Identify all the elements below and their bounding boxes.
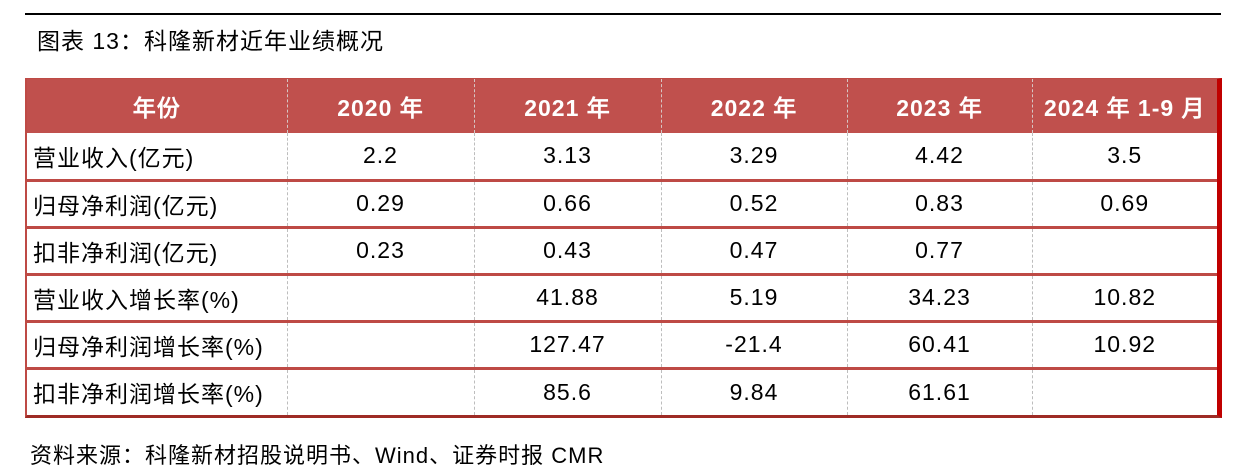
table-cell: 0.43	[473, 227, 661, 274]
table-cell: 85.6	[473, 368, 661, 415]
table-row: 扣非净利润(亿元) 0.23 0.43 0.47 0.77	[27, 227, 1217, 274]
table-cell: 127.47	[473, 321, 661, 368]
table-cell	[286, 274, 474, 321]
performance-table: 年份 2020 年 2021 年 2022 年 2023 年 2024 年 1-9 月 营…	[27, 79, 1217, 415]
header-cell-year: 2022 年	[660, 79, 847, 133]
table-body: 营业收入(亿元) 2.2 3.13 3.29 4.42 3.5 归母净利润(亿元) 0.29 0…	[27, 133, 1217, 415]
source-note: 资料来源：科隆新材招股说明书、Wind、证券时报 CMR	[30, 443, 605, 468]
table-cell	[286, 321, 474, 368]
header-cell-year: 2024 年 1-9 月	[1031, 79, 1217, 133]
header-cell-label: 年份	[27, 79, 287, 133]
table-cell: 0.52	[660, 180, 847, 227]
row-label: 归母净利润(亿元)	[33, 192, 219, 219]
table-row: 扣非净利润增长率(%) 85.6 9.84 61.61	[27, 368, 1217, 415]
table-cell: 0.69	[1031, 180, 1217, 227]
table-cell: 3.29	[660, 133, 847, 180]
table-cell: -21.4	[660, 321, 847, 368]
row-label: 归母净利润增长率(%)	[33, 333, 264, 360]
row-label: 扣非净利润增长率(%)	[33, 381, 264, 408]
table-cell: 10.92	[1031, 321, 1217, 368]
table-cell: 0.23	[286, 227, 474, 274]
table-row: 归母净利润(亿元) 0.29 0.66 0.52 0.83 0.69	[27, 180, 1217, 227]
table-row: 营业收入增长率(%) 41.88 5.19 34.23 10.82	[27, 274, 1217, 321]
table-cell: 9.84	[660, 368, 847, 415]
table-cell	[1031, 227, 1217, 274]
row-label: 扣非净利润(亿元)	[33, 239, 219, 266]
table-cell: 0.83	[846, 180, 1032, 227]
table-cell: 5.19	[660, 274, 847, 321]
row-label: 营业收入(亿元)	[33, 144, 195, 171]
table-cell: 0.29	[286, 180, 474, 227]
table-cell: 10.82	[1031, 274, 1217, 321]
table-cell: 34.23	[846, 274, 1032, 321]
table-cell: 41.88	[473, 274, 661, 321]
table-cell: 3.5	[1031, 133, 1217, 180]
header-cell-year: 2021 年	[473, 79, 661, 133]
top-rule	[25, 13, 1221, 15]
table-cell	[286, 368, 474, 415]
table-cell: 0.47	[660, 227, 847, 274]
table-row: 归母净利润增长率(%) 127.47 -21.4 60.41 10.92	[27, 321, 1217, 368]
table-cell	[1031, 368, 1217, 415]
performance-table-frame: 年份 2020 年 2021 年 2022 年 2023 年 2024 年 1-9 月 营…	[25, 78, 1222, 418]
figure-title: 图表 13：科隆新材近年业绩概况	[37, 28, 384, 54]
table-cell: 3.13	[473, 133, 661, 180]
header-cell-year: 2023 年	[846, 79, 1032, 133]
header-cell-year: 2020 年	[286, 79, 474, 133]
table-cell: 61.61	[846, 368, 1032, 415]
table-cell: 60.41	[846, 321, 1032, 368]
table-header-row: 年份 2020 年 2021 年 2022 年 2023 年 2024 年 1-9 月	[27, 79, 1217, 133]
table-row: 营业收入(亿元) 2.2 3.13 3.29 4.42 3.5	[27, 133, 1217, 180]
row-label: 营业收入增长率(%)	[33, 286, 240, 313]
table-cell: 0.66	[473, 180, 661, 227]
table-cell: 0.77	[846, 227, 1032, 274]
table-cell: 2.2	[286, 133, 474, 180]
table-cell: 4.42	[846, 133, 1032, 180]
